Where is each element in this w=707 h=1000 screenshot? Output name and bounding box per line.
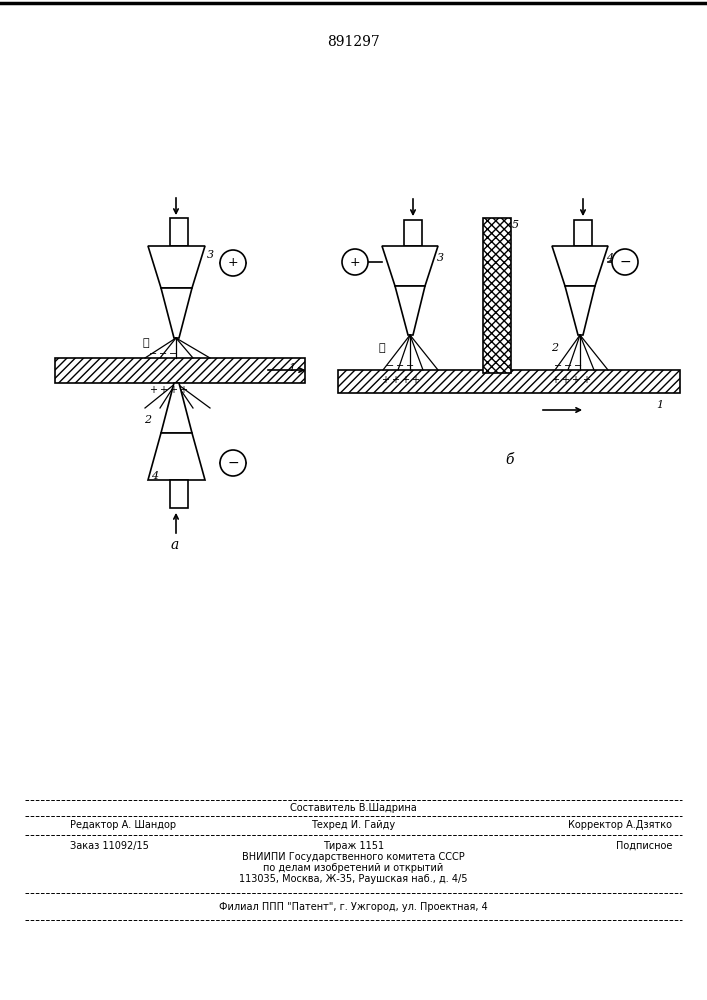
Circle shape <box>220 250 246 276</box>
Text: ВНИИПИ Государственного комитета СССР: ВНИИПИ Государственного комитета СССР <box>242 852 465 862</box>
Text: Редактор А. Шандор: Редактор А. Шандор <box>70 820 176 830</box>
Text: Подписное: Подписное <box>616 841 672 851</box>
Text: +: + <box>411 375 419 385</box>
Text: 2: 2 <box>551 343 559 353</box>
Circle shape <box>342 249 368 275</box>
Text: −: − <box>619 255 631 269</box>
Text: +: + <box>381 375 389 385</box>
Polygon shape <box>395 286 425 335</box>
Text: Составитель В.Шадрина: Составитель В.Шадрина <box>290 803 417 813</box>
Text: Заказ 11092/15: Заказ 11092/15 <box>70 841 149 851</box>
Text: −: − <box>564 361 572 371</box>
Text: +: + <box>391 375 399 385</box>
Polygon shape <box>148 433 205 480</box>
Text: Корректор А.Дзятко: Корректор А.Дзятко <box>568 820 672 830</box>
Text: Техред И. Гайду: Техред И. Гайду <box>312 820 395 830</box>
Circle shape <box>220 450 246 476</box>
Text: −: − <box>554 361 562 371</box>
Text: +: + <box>159 385 167 395</box>
Text: +: + <box>350 255 361 268</box>
Text: −: − <box>159 349 167 359</box>
Bar <box>338 370 680 393</box>
Text: по делам изобретений и открытий: по делам изобретений и открытий <box>264 863 443 873</box>
Text: +: + <box>561 375 569 385</box>
Text: ℓ: ℓ <box>379 343 385 353</box>
Text: −: − <box>227 456 239 470</box>
Text: Филиал ППП "Патент", г. Ужгород, ул. Проектная, 4: Филиал ППП "Патент", г. Ужгород, ул. Про… <box>219 902 488 912</box>
Text: 4: 4 <box>607 253 614 263</box>
Text: +: + <box>582 375 590 385</box>
Text: 891297: 891297 <box>327 35 380 49</box>
Text: +: + <box>228 256 238 269</box>
Polygon shape <box>565 286 595 335</box>
Text: +: + <box>401 375 409 385</box>
Text: a: a <box>171 538 179 552</box>
Text: Тираж 1151: Тираж 1151 <box>323 841 384 851</box>
Circle shape <box>612 249 638 275</box>
Bar <box>574 220 592 246</box>
Text: 2: 2 <box>144 415 151 425</box>
Text: 1: 1 <box>288 363 296 373</box>
Text: ℓ: ℓ <box>143 338 149 348</box>
Bar <box>404 220 422 246</box>
Text: −: − <box>406 361 414 371</box>
Text: +: + <box>149 385 157 395</box>
Text: +: + <box>571 375 579 385</box>
Text: 4: 4 <box>151 471 158 481</box>
Polygon shape <box>148 246 205 288</box>
Text: +: + <box>169 385 177 395</box>
Text: +: + <box>179 385 187 395</box>
Text: −: − <box>169 349 177 359</box>
Bar <box>55 358 305 383</box>
Text: −: − <box>574 361 582 371</box>
Text: 3: 3 <box>436 253 443 263</box>
Text: 113035, Москва, Ж-35, Раушская наб., д. 4/5: 113035, Москва, Ж-35, Раушская наб., д. … <box>239 874 468 884</box>
Polygon shape <box>382 246 438 286</box>
Bar <box>170 480 188 508</box>
Text: 5: 5 <box>511 220 518 230</box>
Text: 3: 3 <box>206 250 214 260</box>
Bar <box>483 218 511 373</box>
Polygon shape <box>552 246 608 286</box>
Text: −: − <box>386 361 394 371</box>
Text: б: б <box>506 453 514 467</box>
Polygon shape <box>161 288 192 338</box>
Text: −: − <box>396 361 404 371</box>
Text: −: − <box>149 349 157 359</box>
Text: +: + <box>551 375 559 385</box>
Bar <box>170 218 188 246</box>
Text: 1: 1 <box>656 400 664 410</box>
Polygon shape <box>161 383 192 433</box>
